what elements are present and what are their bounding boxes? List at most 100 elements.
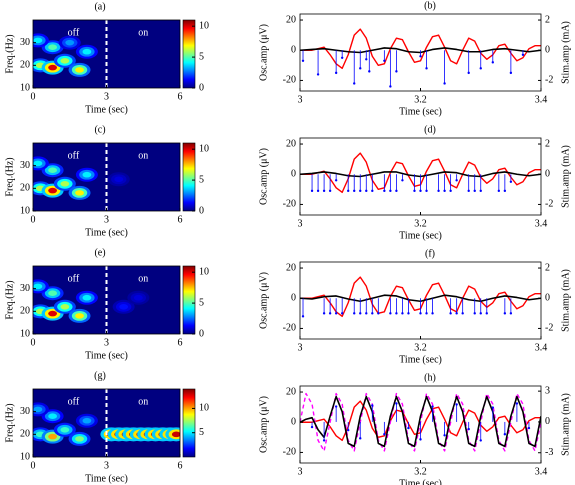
heat-blob bbox=[48, 290, 57, 297]
heatmap bbox=[33, 143, 180, 211]
x-axis-label: Time (sec) bbox=[85, 473, 128, 484]
signal-line bbox=[300, 395, 541, 448]
y2-tick-label: 2 bbox=[545, 262, 550, 273]
stim-tip bbox=[334, 405, 338, 408]
stim-tip bbox=[383, 433, 386, 436]
y-tick-label: -20 bbox=[283, 199, 296, 210]
stim-tip bbox=[407, 312, 410, 315]
x-tick-label: 3.4 bbox=[535, 94, 548, 105]
y-tick-label: 20 bbox=[286, 262, 296, 273]
x-tick-label: 3.2 bbox=[414, 94, 427, 105]
heat-blob bbox=[82, 417, 92, 424]
colorbar bbox=[182, 142, 196, 212]
x-tick-label: 3.2 bbox=[414, 218, 427, 229]
stim-tip bbox=[491, 61, 494, 64]
stim-tip bbox=[419, 55, 422, 58]
x-tick-label: 3.2 bbox=[414, 466, 427, 477]
colorbar-tick-label: 5 bbox=[199, 174, 204, 185]
colorbar-tick-label: 10 bbox=[199, 266, 209, 277]
stim-tip bbox=[485, 312, 488, 315]
stim-tip bbox=[509, 180, 513, 183]
y-tick-label: 10 bbox=[20, 328, 30, 339]
stim-tip bbox=[301, 315, 305, 318]
y-tick-label: 20 bbox=[20, 60, 30, 71]
stim-tip bbox=[419, 438, 422, 441]
y-tick-label: 20 bbox=[286, 386, 296, 397]
stim-tip bbox=[371, 404, 374, 407]
stim-tip bbox=[479, 189, 482, 193]
stim-tip bbox=[328, 189, 332, 193]
colorbar bbox=[182, 19, 196, 89]
stim-tip bbox=[473, 312, 476, 315]
x-tick-label: 3 bbox=[104, 337, 109, 348]
stim-tip bbox=[301, 59, 305, 63]
panel-label: (d) bbox=[424, 124, 436, 135]
colorbar-tick-label: 10 bbox=[199, 403, 209, 414]
stim-tip bbox=[316, 189, 320, 193]
heat-blob bbox=[33, 37, 43, 44]
x-tick-label: 3 bbox=[298, 342, 303, 353]
x-tick-label: 3 bbox=[104, 460, 109, 471]
heat-blob bbox=[48, 64, 57, 71]
colorbar-tick-label: 5 bbox=[199, 51, 204, 62]
x-tick-label: 3 bbox=[104, 91, 109, 102]
panel-label: (c) bbox=[94, 124, 105, 135]
y-tick-label: 0 bbox=[291, 293, 296, 304]
region-label: off bbox=[68, 27, 80, 38]
heat-blob bbox=[48, 310, 57, 317]
heat-blob bbox=[60, 58, 70, 64]
x-tick-label: 0 bbox=[31, 91, 36, 102]
stim-tip bbox=[467, 189, 470, 193]
signal-line bbox=[300, 28, 541, 70]
y2-tick-label: 0 bbox=[545, 45, 550, 56]
stim-tip bbox=[316, 73, 320, 76]
stim-tip bbox=[395, 189, 398, 193]
y-tick-label: 20 bbox=[20, 429, 30, 440]
heat-blob bbox=[75, 190, 84, 196]
stim-tip bbox=[425, 67, 428, 70]
panel-label: (e) bbox=[94, 247, 105, 258]
y-axis-label: Osc.amp (μV) bbox=[258, 272, 269, 329]
heat-blob bbox=[114, 176, 124, 183]
x-tick-label: 0 bbox=[31, 214, 36, 225]
stim-tip bbox=[395, 402, 398, 405]
region-label: on bbox=[138, 273, 148, 284]
x-axis-label: Time (sec) bbox=[85, 350, 128, 361]
y2-tick-label: 2 bbox=[545, 14, 550, 25]
heat-blob bbox=[48, 433, 57, 440]
region-label: off bbox=[68, 150, 80, 161]
plot-area bbox=[300, 276, 541, 318]
y-tick-label: 30 bbox=[20, 160, 30, 171]
stim-tip bbox=[503, 433, 507, 436]
heat-blob bbox=[33, 160, 43, 167]
stim-tip bbox=[515, 402, 519, 405]
stim-tip bbox=[334, 312, 338, 315]
y-tick-label: 10 bbox=[20, 205, 30, 216]
heat-blob bbox=[48, 167, 57, 173]
y2-tick-label: 0 bbox=[545, 169, 550, 180]
y2-tick-label: -2 bbox=[545, 199, 553, 210]
stim-tip bbox=[419, 312, 422, 315]
colorbar-tick-label: 5 bbox=[199, 297, 204, 308]
stim-tip bbox=[431, 405, 434, 408]
x-tick-label: 3.4 bbox=[535, 342, 548, 353]
panel-label: (a) bbox=[94, 1, 105, 12]
stim-tip bbox=[395, 312, 398, 315]
heat-blob bbox=[75, 436, 84, 442]
y-axis-label: Osc.amp (μV) bbox=[258, 148, 269, 205]
x-tick-label: 3 bbox=[298, 466, 303, 477]
stim-tip bbox=[322, 312, 326, 315]
stim-tip bbox=[437, 189, 440, 193]
panel-label: (g) bbox=[94, 370, 106, 381]
y-tick-label: -20 bbox=[283, 75, 296, 86]
x-tick-label: 3 bbox=[298, 94, 303, 105]
y-axis-label: Osc.amp (μV) bbox=[258, 24, 269, 81]
y-tick-label: 30 bbox=[20, 406, 30, 417]
stim-tip bbox=[503, 312, 507, 315]
y-tick-label: 0 bbox=[291, 45, 296, 56]
stim-tip bbox=[359, 312, 362, 315]
stim-tip bbox=[479, 439, 482, 442]
x-axis-label: Time (sec) bbox=[399, 106, 442, 117]
y-tick-label: 0 bbox=[291, 169, 296, 180]
heat-blob bbox=[60, 427, 70, 433]
